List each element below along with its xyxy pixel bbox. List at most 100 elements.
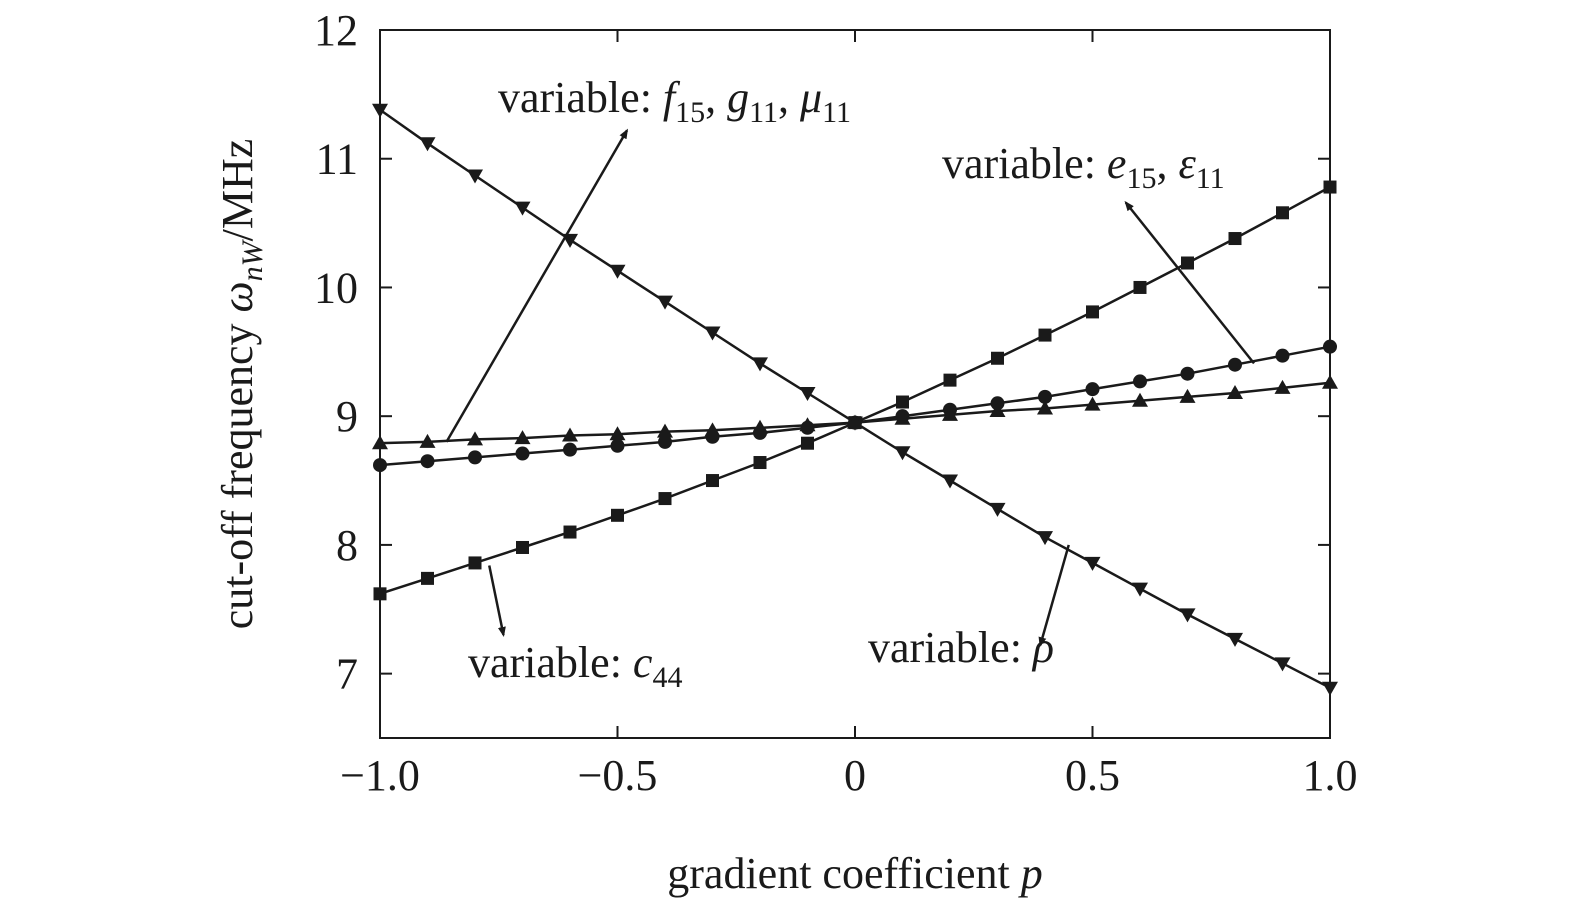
series-circle	[373, 339, 1337, 473]
y-axis-title: cut-off frequency ωnW/MHz	[213, 139, 269, 630]
data-point	[1228, 232, 1242, 246]
data-point	[1038, 389, 1052, 404]
data-point	[657, 295, 673, 310]
data-point	[1084, 556, 1101, 571]
data-point	[419, 137, 436, 152]
annotation-rho: variable: ρ	[868, 544, 1070, 672]
x-axis-title: gradient coefficient p	[667, 849, 1042, 898]
annotation-arrow	[1124, 200, 1255, 365]
y-axis: 7 8 9 10 11 12	[314, 6, 1330, 699]
data-point	[1228, 357, 1242, 372]
data-point	[894, 410, 911, 425]
x-tick-label: −0.5	[578, 751, 658, 800]
data-point	[1038, 328, 1052, 342]
y-tick-label: 11	[316, 135, 358, 184]
data-point	[942, 406, 958, 421]
data-point	[1276, 206, 1289, 220]
data-point	[1323, 180, 1337, 194]
data-point	[704, 326, 721, 341]
data-point	[1274, 657, 1291, 672]
y-tick-label: 7	[336, 650, 358, 699]
data-point	[1275, 348, 1290, 363]
data-point	[1323, 339, 1337, 354]
x-axis: −1.0 −0.5 0 0.5 1.0	[340, 30, 1358, 800]
data-point	[706, 474, 719, 488]
data-point	[514, 430, 531, 445]
data-point	[658, 434, 672, 449]
annotation-label: variable: f15, g11, μ11	[498, 73, 851, 129]
data-point	[563, 525, 577, 539]
data-point	[1086, 305, 1099, 319]
data-point	[753, 456, 767, 470]
x-tick-label: 0	[844, 751, 866, 800]
data-point	[1322, 681, 1338, 696]
data-point	[562, 427, 578, 442]
data-point	[609, 264, 626, 279]
x-tick-label: −1.0	[340, 751, 420, 800]
annotation-label: variable: c44	[468, 638, 682, 694]
data-point	[799, 417, 816, 432]
data-point	[467, 431, 483, 446]
data-point	[467, 169, 483, 184]
data-point	[468, 450, 482, 465]
data-point	[1179, 388, 1196, 403]
data-point	[989, 502, 1006, 517]
annotation-c44: variable: c44	[468, 565, 682, 694]
data-point	[1322, 374, 1338, 389]
data-point	[942, 474, 958, 489]
series-layer	[372, 103, 1338, 696]
data-point	[799, 387, 816, 402]
data-point	[1133, 280, 1147, 294]
data-point	[658, 492, 672, 506]
y-tick-label: 9	[336, 392, 358, 441]
y-tick-label: 8	[336, 521, 358, 570]
data-point	[1084, 396, 1101, 411]
data-point	[1037, 400, 1053, 415]
data-point	[468, 556, 482, 570]
data-point	[991, 351, 1004, 365]
annotation-arrow	[488, 565, 506, 637]
data-point	[609, 426, 626, 441]
annotation-label: variable: e15, ε11	[942, 139, 1225, 195]
data-point	[847, 414, 863, 429]
data-point	[1085, 382, 1100, 397]
data-point	[704, 422, 721, 437]
data-point	[1180, 366, 1195, 381]
y-tick-label: 12	[314, 6, 358, 55]
series-triangle-up	[372, 374, 1338, 450]
data-point	[752, 357, 768, 372]
data-point	[752, 419, 768, 434]
data-point	[657, 423, 673, 438]
plot-frame	[379, 29, 1331, 739]
annotations: variable: f15, g11, μ11 variable: e15, ε1…	[445, 73, 1255, 694]
data-point	[420, 454, 435, 469]
data-point	[611, 508, 624, 522]
data-point	[1274, 379, 1291, 394]
data-point	[1179, 608, 1196, 623]
data-point	[1132, 392, 1148, 407]
data-point	[989, 403, 1006, 418]
data-point	[1132, 582, 1148, 597]
annotation-fgmu: variable: f15, g11, μ11	[445, 73, 851, 443]
data-point	[516, 540, 529, 554]
data-point	[373, 587, 387, 601]
data-point	[421, 571, 434, 585]
data-point	[372, 435, 388, 450]
data-point	[372, 103, 388, 118]
data-point	[943, 373, 957, 387]
x-tick-label: 1.0	[1303, 751, 1358, 800]
data-point	[515, 446, 530, 461]
data-point	[610, 438, 625, 453]
data-point	[514, 201, 531, 216]
annotation-arrow	[1038, 544, 1070, 648]
data-point	[563, 442, 577, 457]
data-point	[373, 458, 387, 473]
annotation-arrow	[445, 128, 629, 443]
x-tick-label: 0.5	[1065, 751, 1120, 800]
annotation-label: variable: ρ	[868, 623, 1054, 672]
data-point	[1037, 531, 1053, 546]
data-point	[801, 436, 814, 450]
data-point	[896, 395, 909, 409]
data-point	[894, 446, 911, 461]
